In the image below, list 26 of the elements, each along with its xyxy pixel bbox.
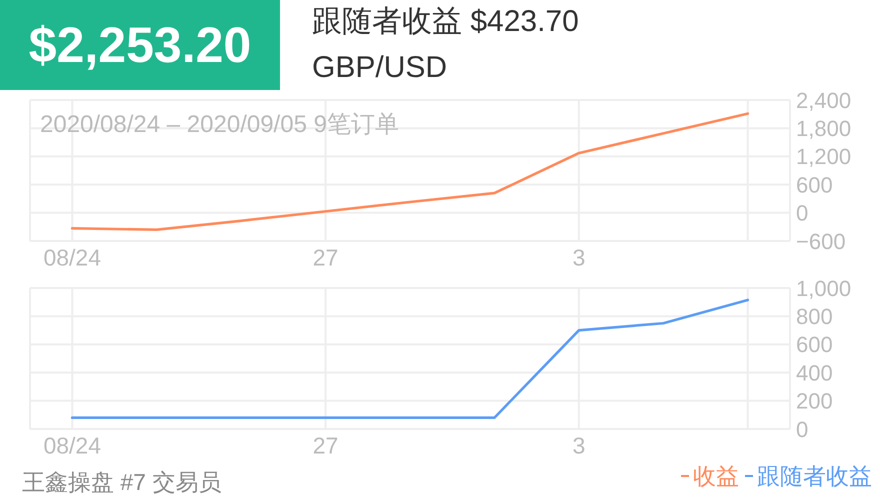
y-tick-label: 400 — [796, 360, 833, 386]
y-tick-label: 0 — [796, 200, 808, 226]
y-tick-label: 600 — [796, 332, 833, 358]
line-series — [70, 298, 750, 420]
y-tick-label: 200 — [796, 388, 833, 414]
x-tick-label: 3 — [572, 244, 586, 270]
x-tick-label: 27 — [312, 244, 338, 270]
y-tick-label: 0 — [796, 416, 808, 442]
legend-label: 跟随者收益 — [757, 463, 872, 489]
text: 王鑫操盘 #7 交易员 — [22, 469, 222, 495]
x-tick-label: 08/24 — [43, 432, 102, 458]
legend-label: 收益 — [693, 463, 739, 489]
y-tick-label: 800 — [796, 304, 833, 330]
y-tick-label: −600 — [796, 228, 846, 254]
x-tick-label: 08/24 — [43, 244, 102, 270]
y-tick-label: 2,400 — [796, 88, 852, 113]
x-tick-label: 3 — [572, 432, 586, 458]
text: GBP/USD — [312, 51, 448, 84]
annotation: 2020/08/24 – 2020/09/05 9笔订单 — [40, 111, 399, 138]
y-tick-label: 1,000 — [796, 276, 852, 301]
chart-title: $2,253.20 — [28, 17, 252, 73]
y-tick-label: 600 — [796, 172, 833, 198]
y-tick-label: 1,800 — [796, 116, 852, 142]
y-tick-label: 1,200 — [796, 144, 852, 170]
x-tick-label: 27 — [312, 432, 338, 458]
chart-subtitle: 跟随者收益 $423.70 — [312, 5, 579, 38]
